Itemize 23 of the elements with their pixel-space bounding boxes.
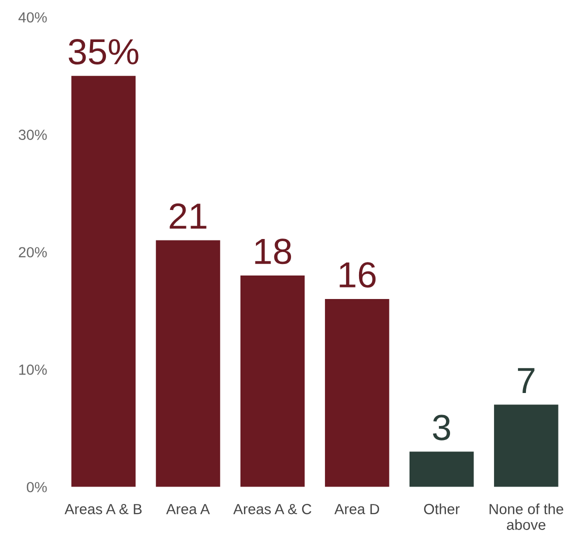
bar	[324, 298, 390, 487]
bar	[494, 404, 558, 487]
data-label: 18	[255, 238, 292, 264]
bar	[410, 452, 474, 487]
y-tick-label: 20%	[18, 247, 47, 258]
x-tick-label: Areas A & B	[64, 504, 142, 514]
x-tick-label: Areas A & C	[233, 504, 312, 514]
x-tick-label: Other	[424, 504, 460, 514]
data-label: 7	[518, 368, 534, 393]
bar	[156, 240, 220, 487]
data-label: 3	[432, 414, 450, 440]
y-tick-label: 10%	[19, 364, 47, 375]
x-tick-label: Area A	[166, 504, 210, 514]
y-tick-label: 0%	[26, 482, 47, 492]
x-tick-label: None of the above	[490, 504, 564, 530]
data-label: 35%	[68, 38, 138, 65]
y-tick-label: 40%	[18, 12, 47, 23]
y-tick-label: 30%	[18, 130, 47, 140]
bar	[240, 275, 305, 487]
data-label: 21	[170, 203, 206, 229]
x-tick-label: Area D	[334, 504, 380, 514]
data-label: 16	[340, 262, 376, 288]
bar	[71, 76, 136, 487]
